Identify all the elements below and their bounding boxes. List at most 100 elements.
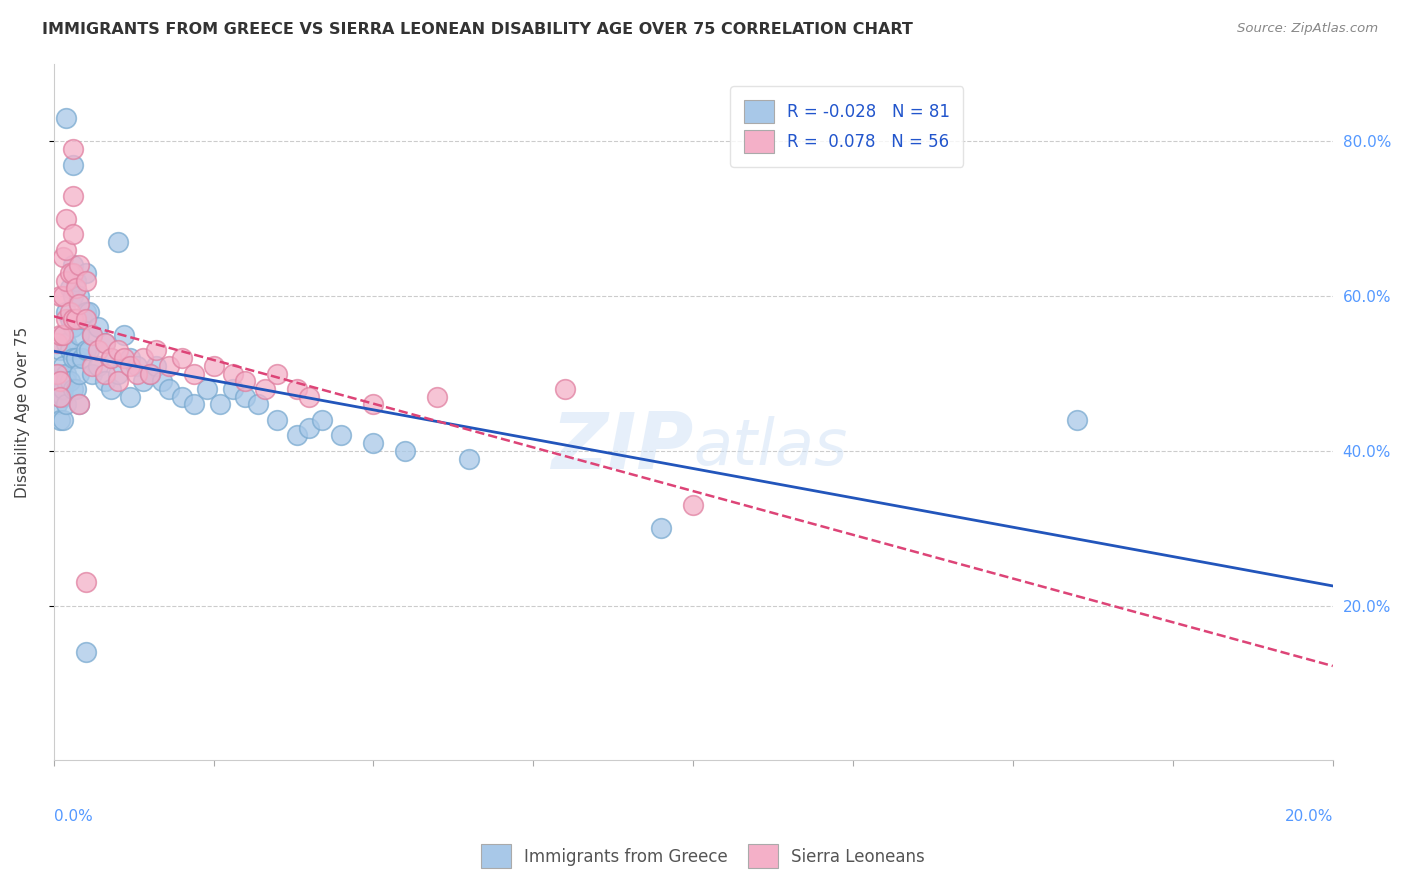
Point xyxy=(170,390,193,404)
Point xyxy=(72,351,94,365)
Point xyxy=(52,251,75,265)
Point xyxy=(125,367,148,381)
Point xyxy=(59,374,82,388)
Point xyxy=(107,235,129,249)
Point xyxy=(107,343,129,358)
Point xyxy=(183,367,205,381)
Point xyxy=(62,289,84,303)
Point xyxy=(62,227,84,242)
Text: ZIP: ZIP xyxy=(551,409,693,485)
Point xyxy=(183,397,205,411)
Point xyxy=(554,382,576,396)
Point xyxy=(94,335,117,350)
Y-axis label: Disability Age Over 75: Disability Age Over 75 xyxy=(15,326,30,498)
Point xyxy=(52,382,75,396)
Point xyxy=(49,367,72,381)
Point xyxy=(120,359,142,373)
Point xyxy=(253,382,276,396)
Legend: Immigrants from Greece, Sierra Leoneans: Immigrants from Greece, Sierra Leoneans xyxy=(474,838,932,875)
Point xyxy=(45,335,67,350)
Point xyxy=(59,312,82,326)
Point xyxy=(55,304,77,318)
Text: Source: ZipAtlas.com: Source: ZipAtlas.com xyxy=(1237,22,1378,36)
Point xyxy=(94,374,117,388)
Point xyxy=(80,367,103,381)
Point xyxy=(285,382,308,396)
Point xyxy=(52,413,75,427)
Point xyxy=(59,304,82,318)
Point xyxy=(49,343,72,358)
Point xyxy=(49,390,72,404)
Point xyxy=(132,374,155,388)
Point xyxy=(55,243,77,257)
Point xyxy=(120,351,142,365)
Point xyxy=(138,367,160,381)
Point xyxy=(682,498,704,512)
Point xyxy=(222,367,245,381)
Point xyxy=(107,374,129,388)
Point xyxy=(67,289,90,303)
Point xyxy=(62,188,84,202)
Point xyxy=(650,521,672,535)
Point xyxy=(55,335,77,350)
Point xyxy=(55,312,77,326)
Point xyxy=(100,382,122,396)
Point xyxy=(394,444,416,458)
Point xyxy=(80,359,103,373)
Point xyxy=(75,304,97,318)
Point xyxy=(311,413,333,427)
Point xyxy=(62,351,84,365)
Point xyxy=(75,343,97,358)
Point xyxy=(52,359,75,373)
Point xyxy=(77,304,100,318)
Point xyxy=(65,312,87,326)
Point xyxy=(67,327,90,342)
Point xyxy=(107,367,129,381)
Point xyxy=(298,390,321,404)
Point xyxy=(67,397,90,411)
Point xyxy=(52,390,75,404)
Point xyxy=(45,367,67,381)
Point xyxy=(55,274,77,288)
Point xyxy=(49,289,72,303)
Point xyxy=(77,343,100,358)
Point xyxy=(1066,413,1088,427)
Point xyxy=(458,451,481,466)
Point xyxy=(52,327,75,342)
Point xyxy=(285,428,308,442)
Point xyxy=(87,359,110,373)
Point xyxy=(145,343,167,358)
Point xyxy=(59,343,82,358)
Point xyxy=(45,397,67,411)
Point xyxy=(62,312,84,326)
Point xyxy=(65,351,87,365)
Legend: R = -0.028   N = 81, R =  0.078   N = 56: R = -0.028 N = 81, R = 0.078 N = 56 xyxy=(730,87,963,167)
Point xyxy=(145,359,167,373)
Point xyxy=(298,420,321,434)
Point xyxy=(120,390,142,404)
Point xyxy=(49,374,72,388)
Text: 20.0%: 20.0% xyxy=(1285,809,1333,824)
Point xyxy=(55,397,77,411)
Point xyxy=(59,281,82,295)
Point xyxy=(202,359,225,373)
Point xyxy=(49,382,72,396)
Point xyxy=(67,297,90,311)
Point xyxy=(125,359,148,373)
Point xyxy=(55,211,77,226)
Text: IMMIGRANTS FROM GREECE VS SIERRA LEONEAN DISABILITY AGE OVER 75 CORRELATION CHAR: IMMIGRANTS FROM GREECE VS SIERRA LEONEAN… xyxy=(42,22,912,37)
Point xyxy=(150,374,173,388)
Point xyxy=(426,390,449,404)
Point xyxy=(235,390,257,404)
Point xyxy=(62,320,84,334)
Point xyxy=(208,397,231,411)
Point xyxy=(49,390,72,404)
Point xyxy=(138,367,160,381)
Point xyxy=(59,266,82,280)
Point xyxy=(49,413,72,427)
Point xyxy=(75,645,97,659)
Point xyxy=(100,351,122,365)
Point xyxy=(157,382,180,396)
Point xyxy=(87,320,110,334)
Point xyxy=(266,367,288,381)
